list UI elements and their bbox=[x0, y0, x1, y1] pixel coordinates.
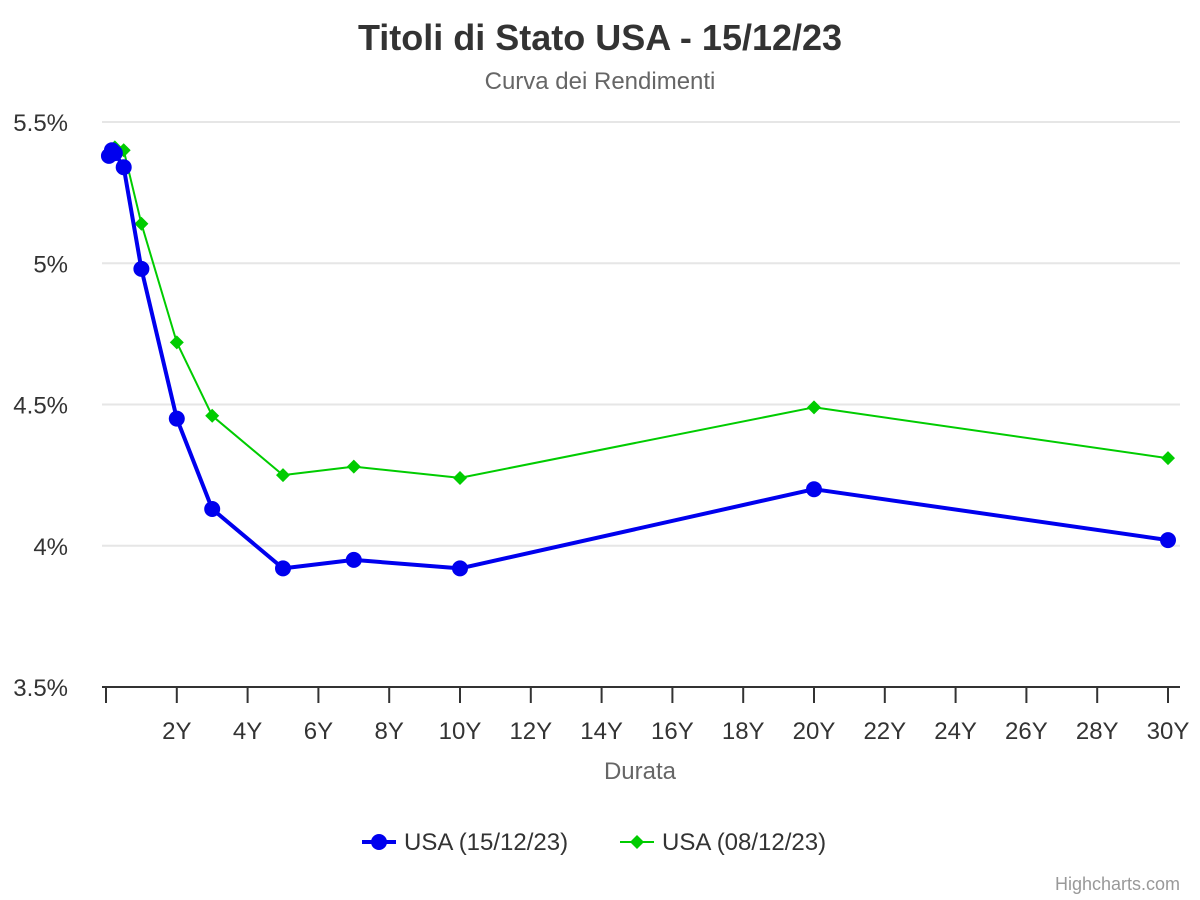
data-point[interactable] bbox=[115, 159, 132, 176]
data-point[interactable] bbox=[169, 335, 184, 350]
y-tick-label: 5.5% bbox=[13, 110, 68, 137]
data-point[interactable] bbox=[276, 468, 290, 483]
x-tick-label: 12Y bbox=[509, 718, 552, 745]
x-tick-label: 24Y bbox=[934, 718, 977, 745]
x-tick-label: 28Y bbox=[1076, 718, 1119, 745]
y-axis-labels: 5.5% 5% 4.5% 4% 3.5% bbox=[13, 110, 68, 702]
data-point[interactable] bbox=[807, 400, 821, 415]
data-point[interactable] bbox=[106, 145, 123, 162]
x-tick-label: 20Y bbox=[793, 718, 836, 745]
chart-title: Titoli di Stato USA - 15/12/23 bbox=[358, 17, 842, 58]
x-axis-title: Durata bbox=[604, 758, 677, 785]
x-tick-label: 18Y bbox=[722, 718, 765, 745]
x-tick-label: 26Y bbox=[1005, 718, 1048, 745]
legend-label: USA (08/12/23) bbox=[662, 829, 826, 856]
y-tick-label: 4% bbox=[33, 534, 68, 561]
data-point[interactable] bbox=[452, 560, 468, 577]
data-point[interactable] bbox=[275, 560, 291, 577]
legend: USA (15/12/23) USA (08/12/23) bbox=[362, 829, 826, 856]
x-axis-ticks bbox=[105, 687, 1169, 703]
series-group bbox=[100, 140, 1176, 577]
data-point[interactable] bbox=[134, 216, 149, 231]
x-tick-label: 30Y bbox=[1147, 718, 1190, 745]
x-axis-labels: 2Y 4Y 6Y 8Y 10Y 12Y 14Y 16Y 18Y 20Y 22Y 24Y 26Y 28Y 30… bbox=[162, 718, 1189, 745]
legend-item-usa-08-12-23[interactable]: USA (08/12/23) bbox=[620, 829, 826, 856]
data-point[interactable] bbox=[133, 260, 150, 277]
legend-circle-marker-icon bbox=[371, 834, 387, 850]
x-tick-label: 8Y bbox=[375, 718, 404, 745]
data-point[interactable] bbox=[346, 459, 361, 474]
data-point[interactable] bbox=[1160, 532, 1176, 549]
x-tick-label: 6Y bbox=[304, 718, 333, 745]
x-tick-label: 2Y bbox=[162, 718, 191, 745]
data-point[interactable] bbox=[453, 470, 467, 485]
y-tick-label: 5% bbox=[33, 251, 68, 278]
series-usa-15-12-23 bbox=[100, 142, 1176, 577]
chart-subtitle: Curva dei Rendimenti bbox=[485, 68, 716, 95]
data-point[interactable] bbox=[345, 551, 362, 568]
data-point[interactable] bbox=[168, 410, 185, 427]
x-tick-label: 16Y bbox=[651, 718, 694, 745]
credits-link[interactable]: Highcharts.com bbox=[1055, 874, 1180, 894]
grid-lines bbox=[102, 121, 1180, 547]
x-tick-label: 22Y bbox=[863, 718, 906, 745]
legend-label: USA (15/12/23) bbox=[404, 829, 568, 856]
legend-item-usa-15-12-23[interactable]: USA (15/12/23) bbox=[362, 829, 568, 856]
data-point[interactable] bbox=[205, 408, 220, 423]
data-point[interactable] bbox=[1161, 451, 1175, 466]
y-tick-label: 4.5% bbox=[13, 393, 68, 420]
x-tick-label: 10Y bbox=[439, 718, 482, 745]
legend-diamond-marker-icon bbox=[630, 835, 644, 849]
y-tick-label: 3.5% bbox=[13, 675, 68, 702]
data-point[interactable] bbox=[806, 481, 822, 498]
x-tick-label: 4Y bbox=[233, 718, 262, 745]
data-point[interactable] bbox=[204, 501, 221, 518]
x-tick-label: 14Y bbox=[580, 718, 623, 745]
